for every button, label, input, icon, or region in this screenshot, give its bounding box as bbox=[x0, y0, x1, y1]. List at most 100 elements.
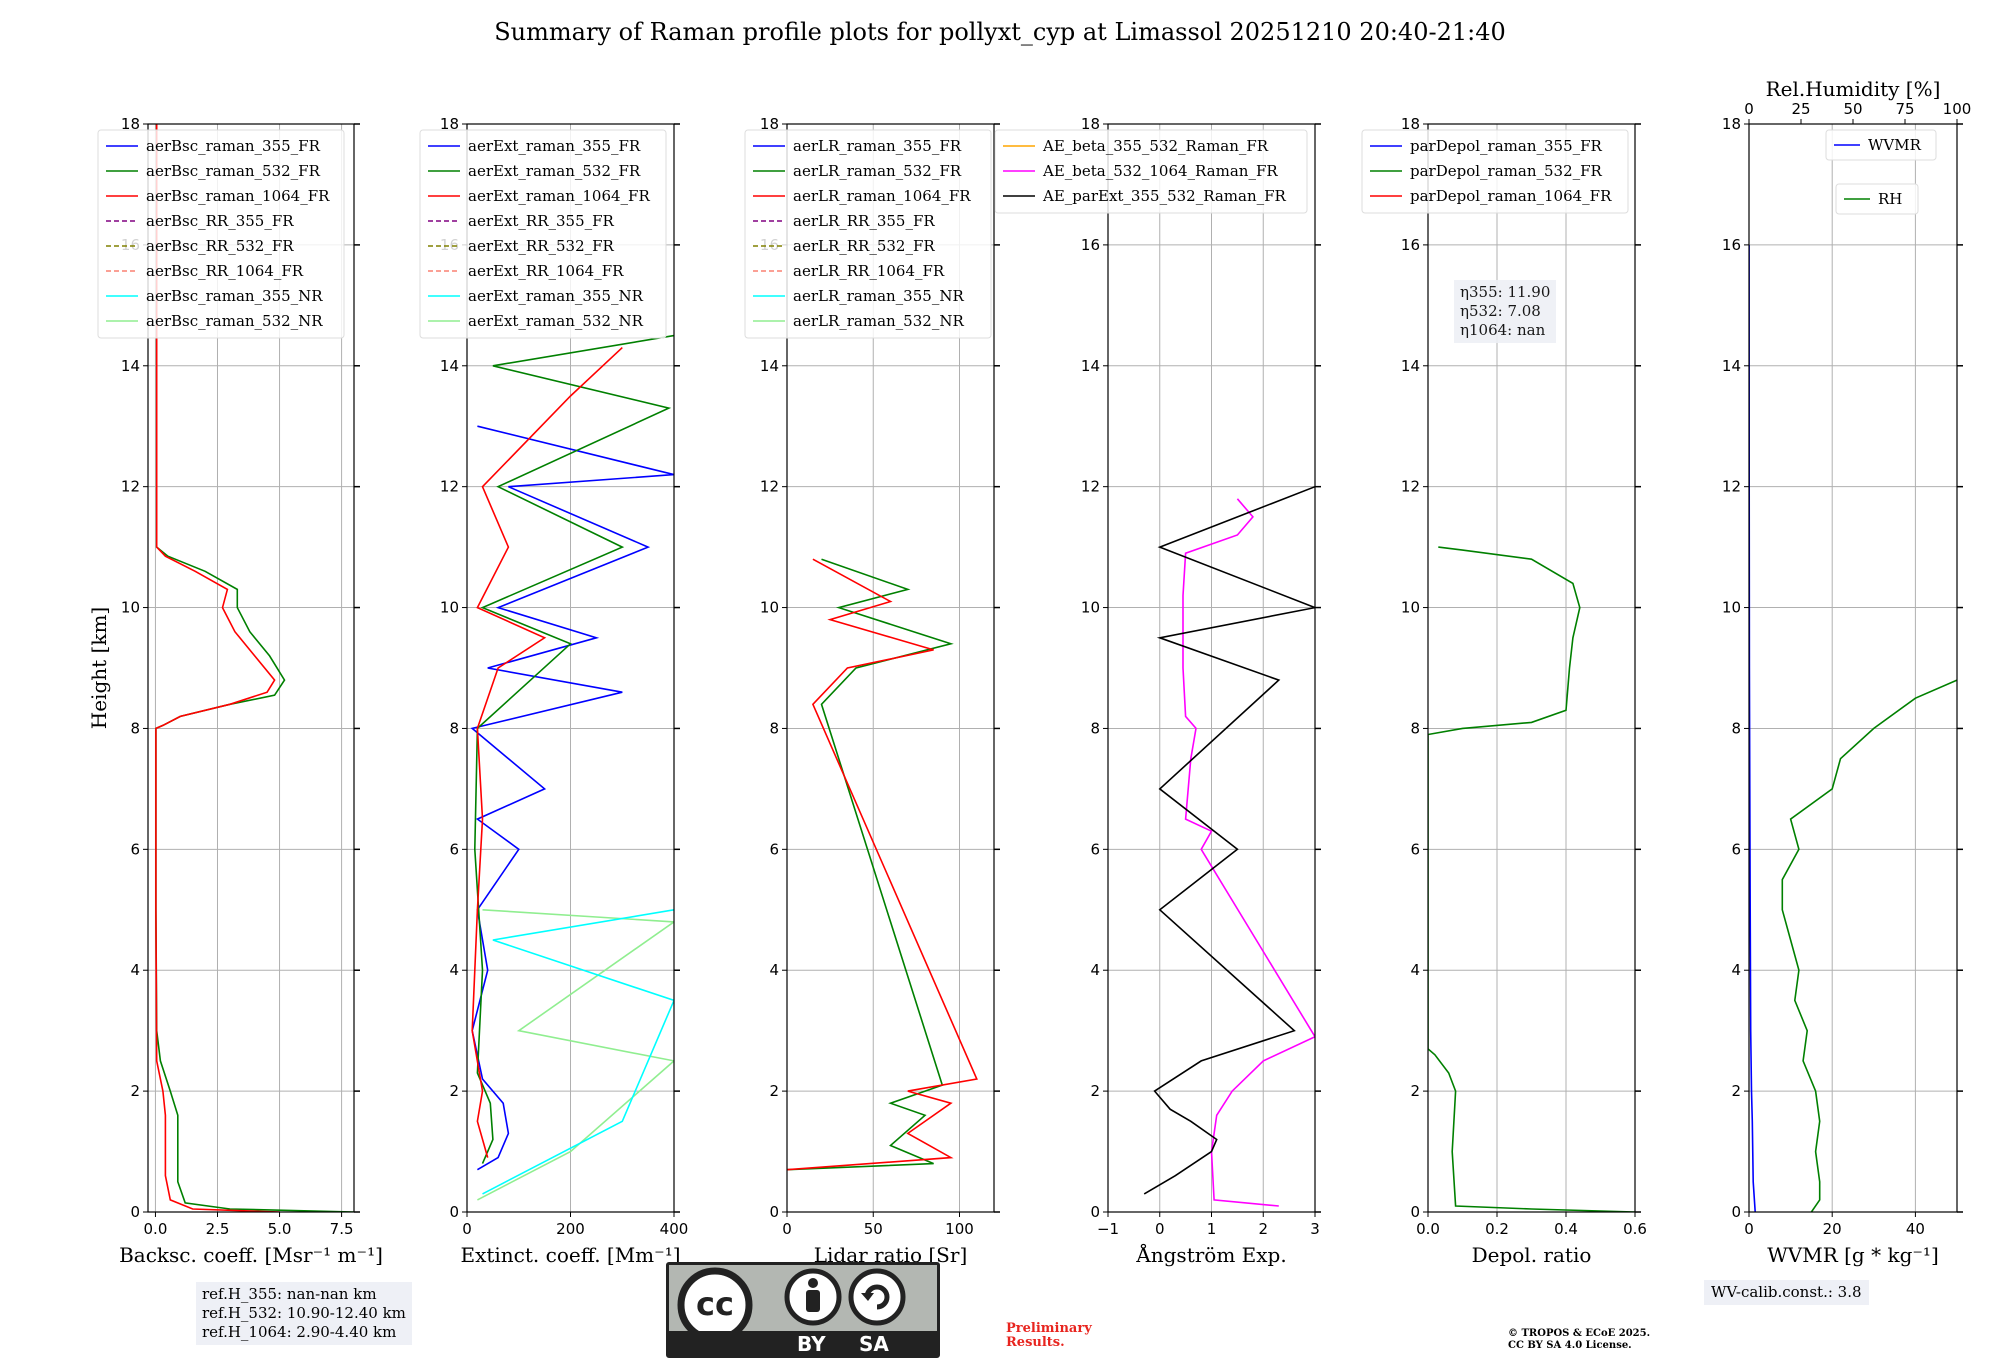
y-tick-label: 18 bbox=[440, 115, 459, 133]
legend-entry: aerLR_RR_1064_FR bbox=[793, 262, 945, 280]
legend-entry: aerLR_raman_1064_FR bbox=[793, 187, 971, 205]
y-tick-label: 6 bbox=[1090, 840, 1100, 858]
y-tick-label: 12 bbox=[121, 478, 140, 496]
x-tick-label: 2.5 bbox=[206, 1220, 230, 1238]
legend-entry: parDepol_raman_532_FR bbox=[1410, 162, 1603, 180]
x-tick-label: 0.2 bbox=[1485, 1220, 1509, 1238]
series-group bbox=[1143, 485, 1315, 1207]
axes-frame bbox=[1427, 123, 1636, 1213]
y-tick-label: 6 bbox=[449, 840, 459, 858]
legend-entry: aerLR_raman_355_FR bbox=[793, 137, 962, 155]
y-tick-label: 16 bbox=[1401, 236, 1420, 254]
y-tick-label: 10 bbox=[1401, 599, 1420, 617]
attribution-head bbox=[808, 1278, 818, 1288]
legend-entry: aerExt_RR_355_FR bbox=[468, 212, 615, 230]
x-tick-label: −1 bbox=[1097, 1220, 1119, 1238]
top-x-tick-label: 75 bbox=[1895, 100, 1914, 118]
y-tick-label: 14 bbox=[440, 357, 459, 375]
y-tick-label: 16 bbox=[1722, 236, 1741, 254]
share-alike-arrow bbox=[864, 1284, 890, 1310]
legend-entry: RH bbox=[1878, 190, 1902, 208]
cc-circle-icon bbox=[677, 1267, 753, 1331]
series-line-aerExt_raman_355_FR bbox=[470, 425, 674, 1171]
panel-depol: 0.0 0.2 0.4 0.6 0 2 4 6 8 10 12 14 16 18 Depol. ratio p… bbox=[1361, 115, 1647, 1267]
x-tick-label: 3 bbox=[1310, 1220, 1320, 1238]
legend-frame bbox=[1825, 129, 1937, 161]
x-axis-label: WVMR [g * kg⁻¹] bbox=[1767, 1243, 1939, 1267]
x-tick-label: 0.4 bbox=[1554, 1220, 1578, 1238]
y-tick-label: 18 bbox=[760, 115, 779, 133]
y-tick-label: 12 bbox=[1081, 478, 1100, 496]
legend-entry: aerExt_raman_532_NR bbox=[468, 312, 644, 330]
share-alike-arrowhead bbox=[861, 1293, 874, 1301]
x-tick-label: 0 bbox=[1744, 1220, 1754, 1238]
legend-entry: parDepol_raman_355_FR bbox=[1410, 137, 1603, 155]
legend-entry: aerBsc_raman_355_NR bbox=[146, 287, 323, 305]
cc-license-logo: cc BY SA bbox=[666, 1262, 940, 1358]
top-x-tick-label: 50 bbox=[1843, 100, 1862, 118]
copyright-line-1: © TROPOS & ECoE 2025. bbox=[1508, 1328, 1651, 1339]
x-tick-label: 2 bbox=[1258, 1220, 1268, 1238]
x-tick-label: 0 bbox=[1155, 1220, 1165, 1238]
copyright-line-2: CC BY SA 4.0 License. bbox=[1508, 1340, 1632, 1351]
series-line-aerExt_raman_532_NR bbox=[477, 909, 674, 1201]
legend-entry: aerLR_raman_355_NR bbox=[793, 287, 964, 305]
cc-icons: cc bbox=[677, 1267, 906, 1331]
cc-label-bar: BY SA bbox=[669, 1331, 937, 1356]
legend-frame bbox=[1835, 183, 1919, 215]
wv-calibration-box: WV-calib.const.: 3.8 bbox=[1704, 1280, 1869, 1305]
x-tick-label: 0.0 bbox=[144, 1220, 168, 1238]
y-tick-label: 0 bbox=[769, 1203, 779, 1221]
top-x-tick-label: 100 bbox=[1943, 100, 1972, 118]
legend: AE_beta_355_532_Raman_FR AE_beta_532_1064… bbox=[994, 129, 1308, 214]
legend-entry: aerExt_RR_1064_FR bbox=[468, 262, 624, 280]
top-axis-label: Rel.Humidity [%] bbox=[1766, 77, 1941, 101]
legend: WVMR RH bbox=[1825, 129, 1937, 215]
series-group bbox=[155, 124, 354, 1212]
share-alike-icon bbox=[848, 1268, 906, 1326]
y-tick-label: 8 bbox=[1090, 719, 1100, 737]
series-line-aerExt_raman_1064_FR bbox=[471, 347, 623, 1158]
legend-entry: aerLR_RR_355_FR bbox=[793, 212, 935, 230]
x-tick-label: 0.0 bbox=[1416, 1220, 1440, 1238]
legend-entry: AE_beta_532_1064_Raman_FR bbox=[1042, 162, 1278, 180]
legend-entry: aerBsc_RR_1064_FR bbox=[146, 262, 304, 280]
y-axis-label: Height [km] bbox=[87, 607, 111, 729]
y-tick-label: 0 bbox=[1731, 1203, 1741, 1221]
legend-entry: aerBsc_RR_355_FR bbox=[146, 212, 294, 230]
x-axis-label: Depol. ratio bbox=[1472, 1243, 1592, 1267]
series-group bbox=[787, 558, 978, 1171]
legend-entry: aerLR_RR_532_FR bbox=[793, 237, 935, 255]
y-tick-label: 4 bbox=[449, 961, 459, 979]
y-tick-label: 10 bbox=[1722, 599, 1741, 617]
y-tick-label: 0 bbox=[1410, 1203, 1420, 1221]
series-line-RH bbox=[1781, 679, 1957, 1212]
y-tick-label: 4 bbox=[130, 961, 140, 979]
y-tick-label: 14 bbox=[1401, 357, 1420, 375]
series-line-AE_parExt_355_532_Raman_FR bbox=[1143, 485, 1315, 1195]
y-tick-label: 10 bbox=[1081, 599, 1100, 617]
axes-frame bbox=[1748, 123, 1958, 1213]
series-group bbox=[470, 334, 674, 1201]
legend-entry: parDepol_raman_1064_FR bbox=[1410, 187, 1612, 205]
y-tick-label: 6 bbox=[1410, 840, 1420, 858]
panel-backscatter: 0.02.55.07.5024681012141618Backsc. coeff… bbox=[87, 115, 383, 1267]
y-tick-label: 12 bbox=[1401, 478, 1420, 496]
legend-entry: aerBsc_raman_1064_FR bbox=[146, 187, 330, 205]
y-tick-label: 8 bbox=[449, 719, 459, 737]
y-tick-label: 2 bbox=[449, 1082, 459, 1100]
series-line-aerLR_raman_1064_FR bbox=[787, 558, 978, 1171]
y-tick-label: 4 bbox=[769, 961, 779, 979]
legend-entry: aerBsc_raman_532_NR bbox=[146, 312, 323, 330]
x-tick-label: 200 bbox=[556, 1220, 585, 1238]
series-line-aerExt_raman_355_NR bbox=[482, 909, 674, 1195]
y-tick-label: 2 bbox=[1731, 1082, 1741, 1100]
legend: aerExt_raman_355_FR aerExt_raman_532_FRae… bbox=[419, 129, 667, 339]
x-tick-label: 40 bbox=[1906, 1220, 1925, 1238]
y-tick-label: 18 bbox=[1081, 115, 1100, 133]
legend: aerLR_raman_355_FR aerLR_raman_532_FR aerL… bbox=[744, 129, 992, 339]
y-tick-label: 6 bbox=[1731, 840, 1741, 858]
panel-lidar_ratio: 050100024681012141618Lidar ratio [Sr]aer… bbox=[744, 115, 1000, 1267]
x-tick-label: 5.0 bbox=[268, 1220, 292, 1238]
y-tick-label: 18 bbox=[121, 115, 140, 133]
